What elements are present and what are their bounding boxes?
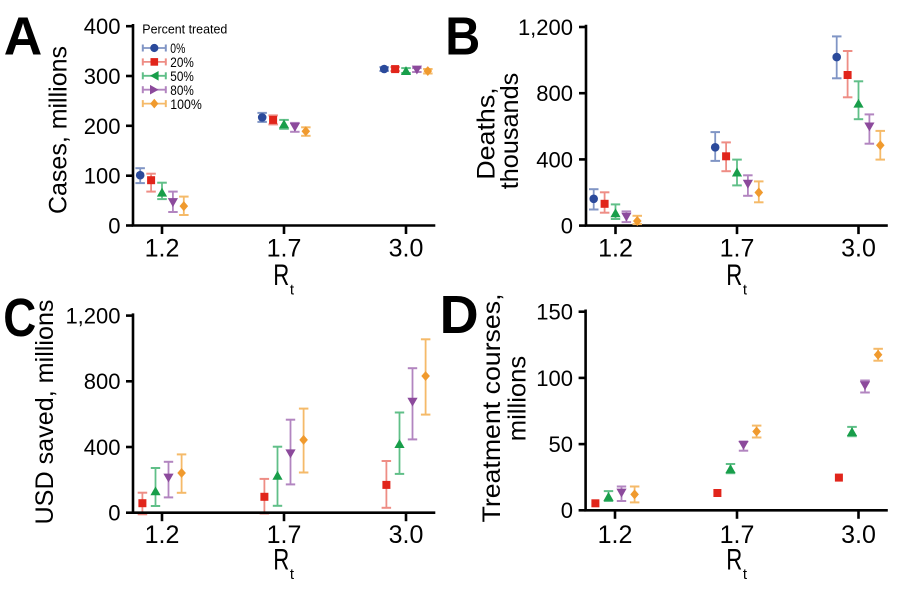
svg-text:R: R	[273, 259, 289, 292]
svg-text:1.2: 1.2	[145, 235, 180, 263]
svg-text:800: 800	[84, 369, 121, 394]
svg-text:150: 150	[536, 300, 573, 325]
svg-text:3.0: 3.0	[841, 235, 876, 263]
svg-text:t: t	[743, 281, 748, 298]
svg-text:t: t	[290, 566, 295, 583]
svg-text:400: 400	[84, 14, 121, 39]
svg-text:R: R	[726, 259, 742, 292]
svg-text:400: 400	[84, 435, 121, 460]
svg-text:USD saved, millions: USD saved, millions	[31, 299, 59, 524]
svg-text:Deaths,: Deaths,	[472, 87, 500, 180]
svg-text:Cases, millions: Cases, millions	[45, 46, 73, 214]
svg-text:t: t	[290, 281, 295, 298]
svg-text:1.2: 1.2	[145, 521, 180, 549]
svg-text:0%: 0%	[170, 40, 185, 56]
svg-text:0: 0	[108, 213, 120, 238]
svg-text:3.0: 3.0	[841, 521, 876, 549]
svg-text:0: 0	[561, 498, 573, 523]
svg-text:R: R	[273, 544, 289, 577]
svg-text:100%: 100%	[170, 96, 202, 112]
svg-text:R: R	[726, 544, 742, 577]
svg-text:1.7: 1.7	[267, 521, 302, 549]
svg-text:50: 50	[549, 432, 573, 457]
svg-text:1.2: 1.2	[598, 235, 633, 263]
svg-text:1.7: 1.7	[267, 235, 302, 263]
svg-text:0: 0	[561, 214, 573, 239]
svg-text:1,200: 1,200	[65, 304, 120, 329]
svg-text:200: 200	[84, 114, 121, 139]
svg-text:50%: 50%	[170, 68, 194, 84]
svg-text:100: 100	[536, 366, 573, 391]
svg-text:800: 800	[536, 81, 573, 106]
svg-text:Treatment courses,: Treatment courses,	[478, 294, 506, 523]
svg-text:1,200: 1,200	[518, 15, 573, 40]
svg-text:Percent treated: Percent treated	[142, 22, 227, 37]
svg-text:millions: millions	[503, 356, 531, 442]
svg-text:0: 0	[108, 501, 120, 526]
svg-text:1.7: 1.7	[720, 235, 755, 263]
svg-text:1.7: 1.7	[720, 521, 755, 549]
svg-text:80%: 80%	[170, 82, 194, 98]
svg-text:400: 400	[536, 147, 573, 172]
svg-text:3.0: 3.0	[389, 235, 424, 263]
svg-text:A: A	[4, 6, 43, 66]
svg-text:100: 100	[84, 164, 121, 189]
svg-text:thousands: thousands	[496, 73, 524, 190]
svg-text:300: 300	[84, 64, 121, 89]
svg-text:D: D	[440, 285, 479, 345]
svg-text:C: C	[3, 288, 36, 348]
svg-text:1.2: 1.2	[598, 521, 633, 549]
svg-text:t: t	[743, 566, 748, 583]
svg-text:B: B	[445, 6, 480, 66]
svg-text:3.0: 3.0	[389, 521, 424, 549]
svg-text:20%: 20%	[170, 54, 194, 70]
